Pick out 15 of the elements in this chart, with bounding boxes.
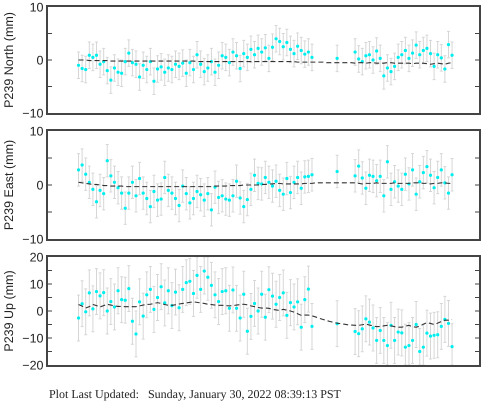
y-tick-label: 0	[36, 53, 44, 68]
y-tick-label: 10	[30, 0, 44, 14]
y-tick-label: −10	[22, 331, 44, 346]
y-axis-title: P239 East (mm)	[2, 140, 16, 230]
y-tick-label: 10	[30, 277, 44, 292]
y-tick-label: −20	[22, 358, 44, 372]
text: Plot Last Updated: Sunday, January 30, 2022 08:39:13 PST	[49, 387, 342, 401]
y-tick-label: 10	[30, 124, 44, 138]
y-tick-label: 20	[30, 250, 44, 264]
y-tick-label: 0	[36, 304, 44, 318]
y-axis-title: P239 North (mm)	[2, 12, 16, 108]
y-axis-title: P239 Up (mm)	[2, 270, 16, 352]
y-tick-label: −10	[22, 232, 44, 246]
y-tick-label: −10	[22, 106, 44, 120]
y-tick-label: 0	[36, 178, 44, 192]
